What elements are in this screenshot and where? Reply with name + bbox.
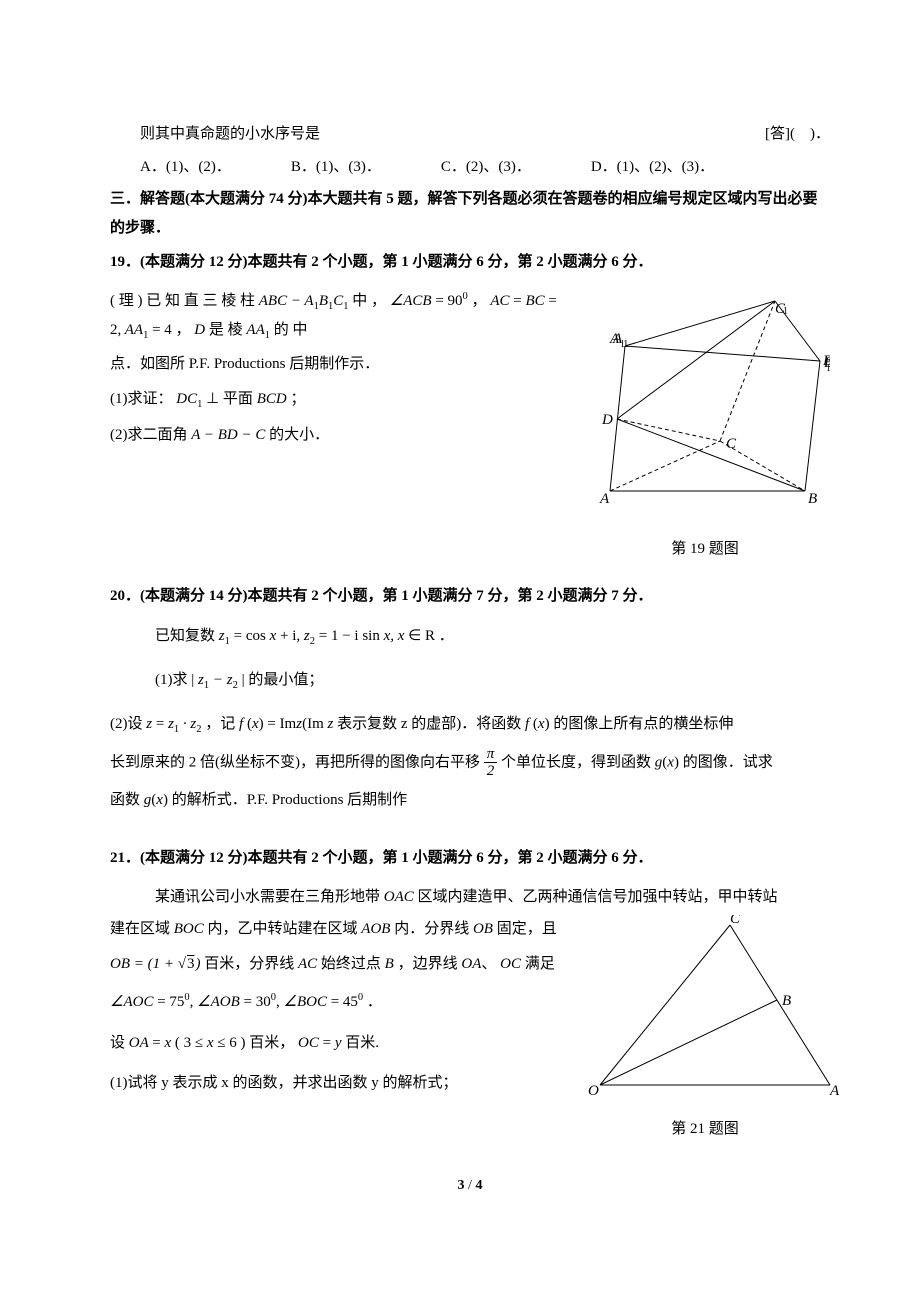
q20-p4b: 的解析式．P.F. Productions 后期制作 — [172, 792, 408, 808]
q19-b1a: ( 理 ) 已 知 直 三 棱 柱 — [110, 293, 259, 309]
q19-b1f: 的 中 — [274, 322, 308, 338]
label-C: C — [726, 436, 737, 452]
q19-dihedral: A − BD − C — [191, 427, 265, 443]
q19-D: D — [194, 322, 205, 338]
q21-l2d: 固定，且 — [497, 921, 557, 937]
footer-page: 3 — [458, 1178, 465, 1193]
q18-stem-tail: 则其中真命题的小水序号是 [答]( )． — [110, 120, 830, 149]
q19-svg: A1 B1 B A1 B1 C1 A B C D — [580, 291, 830, 521]
q19-figure: A1 B1 B A1 B1 C1 A B C D 第 19 题图 — [580, 291, 830, 564]
label-O: O — [588, 1083, 599, 1099]
q20-p4a: 函数 — [110, 792, 144, 808]
q19-b1c: ， — [472, 293, 487, 309]
q19-perp: ⊥ — [206, 391, 219, 407]
q21-l5a: 设 — [110, 1035, 129, 1051]
label-A2: A — [829, 1083, 840, 1099]
q20-part2-l2: 长到原来的 2 倍(纵坐标不变)，再把所得的图像向右平移 π2 个单位长度，得到… — [110, 746, 830, 780]
frac-2: 2 — [484, 763, 498, 780]
q20-p1a: (1)求 | — [155, 672, 198, 688]
q19-bcd: BCD — [257, 391, 287, 407]
label-A: A — [599, 491, 610, 507]
q19-caption: 第 19 题图 — [580, 535, 830, 564]
q20-b1a: 已知复数 — [155, 628, 219, 644]
q20-part2-l3: 函数 g(x) 的解析式．P.F. Productions 后期制作 — [110, 786, 830, 815]
q21-l1a: 某通讯公司小水需要在三角形地带 — [155, 889, 384, 905]
q20-b1b: ． — [439, 628, 454, 644]
q19-b1d: ， — [176, 322, 191, 338]
label-B2: B — [782, 993, 791, 1009]
q18-opt-d: D．(1)、(2)、(3)． — [591, 153, 714, 182]
q20-p3b: 个单位长度，得到函数 — [501, 754, 655, 770]
q21-ob-pre: OB = (1 + — [110, 956, 178, 972]
q19-p1c: ； — [290, 391, 305, 407]
svg-text:1: 1 — [826, 363, 830, 374]
q21-AOB: AOB — [361, 921, 390, 937]
q21-OC: OC — [500, 956, 521, 972]
label-C2: C — [730, 915, 741, 927]
q21-OB: OB — [473, 921, 493, 937]
label-A1: A — [609, 331, 620, 347]
page-footer: 3 / 4 — [110, 1173, 830, 1200]
q19-p1b: 平面 — [223, 391, 257, 407]
q21-l1b: 区域内建造甲、乙两种通信信号加强中转站，甲中转站 — [418, 889, 778, 905]
label-D: D — [601, 412, 613, 428]
q21-ob-post: ) — [195, 956, 200, 972]
footer-sep: / — [465, 1178, 476, 1193]
q18-answer-bracket: [答]( )． — [765, 120, 830, 149]
q21-AC: AC — [298, 956, 317, 972]
q21-caption: 第 21 题图 — [580, 1115, 830, 1144]
q19-b1b: 中 ， — [352, 293, 386, 309]
q21-OAC: OAC — [384, 889, 414, 905]
q18-opt-b: B．(1)、(3)． — [291, 153, 381, 182]
page-content: 则其中真命题的小水序号是 [答]( )． A．(1)、(2)． B．(1)、(3… — [0, 0, 920, 1240]
q19-b1e: 是 棱 — [209, 322, 247, 338]
q21-OA: OA — [461, 956, 481, 972]
q20-p2d: 的图像上所有点的横坐标伸 — [553, 716, 733, 732]
q18-stem-text: 则其中真命题的小水序号是 — [110, 120, 320, 149]
svg-text:1: 1 — [620, 339, 625, 350]
q21-l2c: 内．分界线 — [394, 921, 473, 937]
q21-l5c: 百米. — [345, 1035, 379, 1051]
q21-figure: O A B C 第 21 题图 — [580, 915, 830, 1143]
footer-total: 4 — [475, 1178, 482, 1193]
q21-l3d: 满足 — [525, 956, 555, 972]
q19-header: 19．(本题满分 12 分)本题共有 2 个小题，第 1 小题满分 6 分，第 … — [110, 248, 830, 277]
q20-p2c: 表示复数 z 的虚部)．将函数 — [337, 716, 525, 732]
q20-p2a: (2)设 — [110, 716, 146, 732]
q21-l3b: 始终过点 — [321, 956, 385, 972]
q20-body1: 已知复数 z1 = cos x + i, z2 = 1 − i sin x, x… — [110, 622, 830, 652]
q21-B: B — [385, 956, 394, 972]
q20-part2-l1: (2)设 z = z1 · z2 ，记 f (x) = Imz(Im z 表示复… — [110, 710, 830, 740]
q21-l2b: 内，乙中转站建在区域 — [208, 921, 362, 937]
frac-pi: π — [484, 746, 498, 764]
q21-BOC: BOC — [174, 921, 204, 937]
q19-p1a: (1)求证： — [110, 391, 173, 407]
q20-p2b: ，记 — [205, 716, 239, 732]
q21-svg: O A B C — [580, 915, 840, 1100]
section-3-header: 三．解答题(本大题满分 74 分)本大题共有 5 题，解答下列各题必须在答题卷的… — [110, 185, 830, 242]
q21-header: 21．(本题满分 12 分)本题共有 2 个小题，第 1 小题满分 6 分，第 … — [110, 844, 830, 873]
q20-p1b: | 的最小值； — [242, 672, 324, 688]
q20-part1: (1)求 | z1 − z2 | 的最小值； — [110, 666, 830, 696]
q18-opt-c: C．(2)、(3)． — [441, 153, 531, 182]
q21-l5b: 百米， — [249, 1035, 294, 1051]
q19-p2b: 的大小． — [269, 427, 329, 443]
q19-p2a: (2)求二面角 — [110, 427, 191, 443]
q18-options: A．(1)、(2)． B．(1)、(3)． C．(2)、(3)． D．(1)、(… — [140, 153, 830, 182]
q21-l1: 某通讯公司小水需要在三角形地带 OAC 区域内建造甲、乙两种通信信号加强中转站，… — [110, 883, 830, 912]
q21-l3c: ，边界线 — [398, 956, 462, 972]
q18-opt-a: A．(1)、(2)． — [140, 153, 231, 182]
q20-header: 20．(本题满分 14 分)本题共有 2 个小题，第 1 小题满分 7 分，第 … — [110, 582, 830, 611]
q21-l3a: 百米，分界线 — [204, 956, 298, 972]
svg-text:1: 1 — [783, 306, 788, 317]
label-B: B — [808, 491, 817, 507]
q21-l2a: 建在区域 — [110, 921, 174, 937]
q20-p3a: 长到原来的 2 倍(纵坐标不变)，再把所得的图像向右平移 — [110, 754, 484, 770]
q20-p3c: 的图像．试求 — [683, 754, 773, 770]
q21-period: ． — [367, 994, 382, 1010]
